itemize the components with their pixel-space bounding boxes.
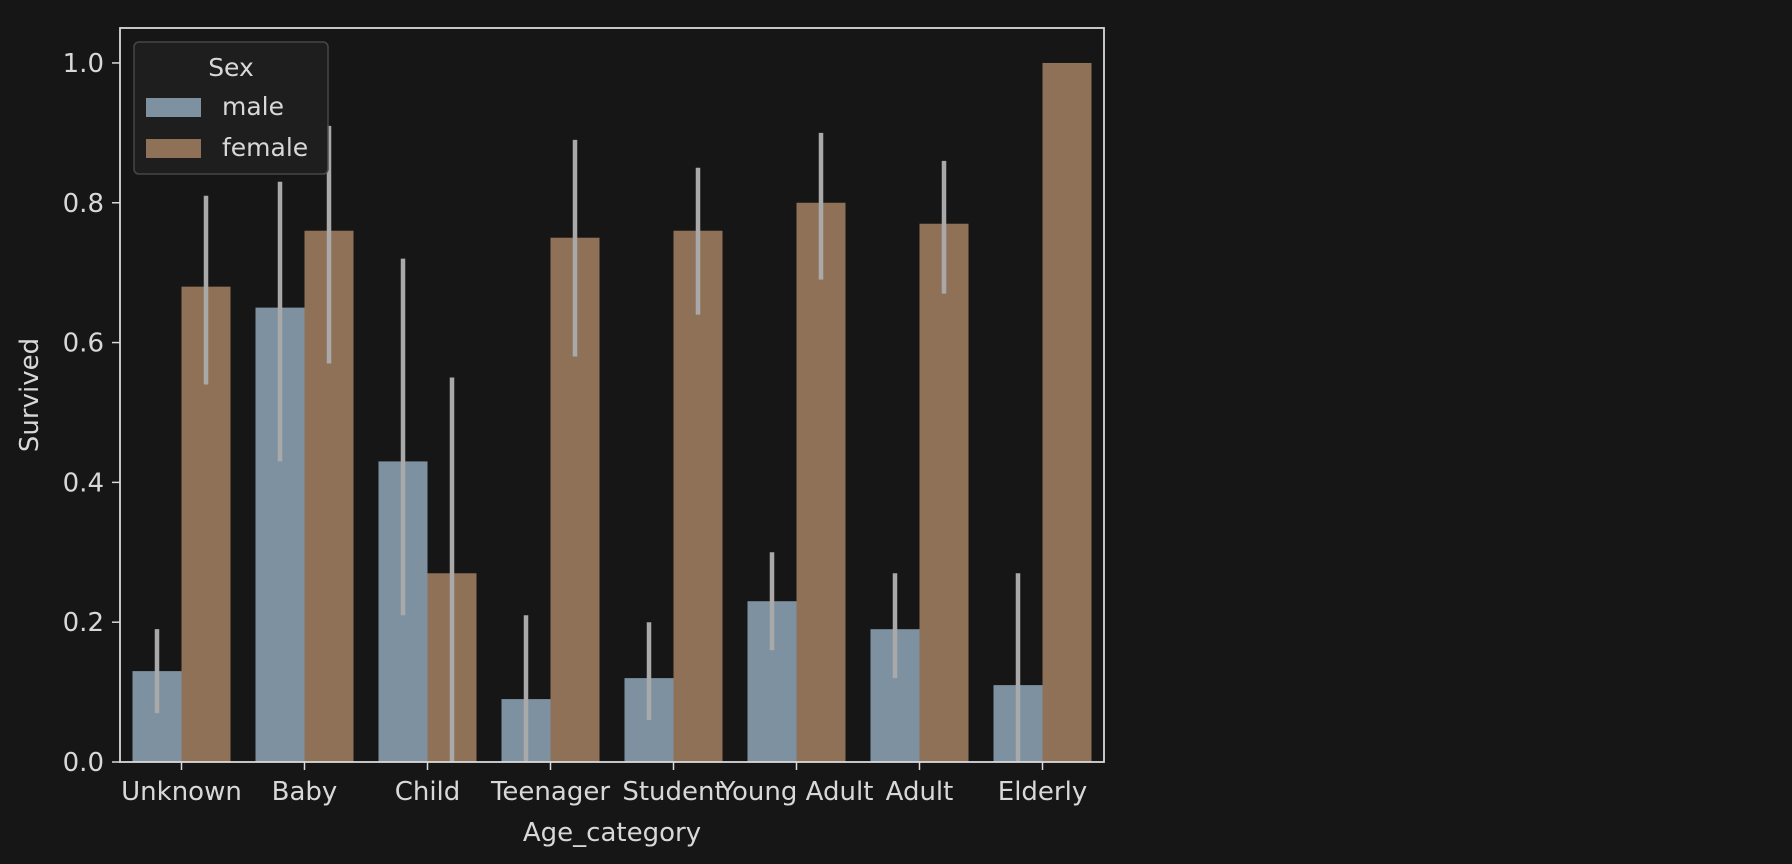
x-tick-label: Teenager — [490, 777, 610, 807]
legend-swatch-female — [146, 139, 201, 158]
legend-label-female: female — [222, 133, 308, 162]
y-tick-label: 0.2 — [63, 608, 104, 638]
plot-frame — [119, 27, 1105, 763]
bar-female-elderly — [1042, 62, 1092, 762]
x-tick-label: Unknown — [121, 777, 242, 807]
y-axis-label: Survived — [15, 338, 45, 452]
y-tick-label: 0.8 — [63, 189, 104, 219]
y-tick-label: 0.6 — [63, 329, 104, 359]
y-tick-label: 0.0 — [63, 748, 104, 778]
bars-layer — [132, 62, 1092, 762]
legend-label-male: male — [222, 92, 284, 121]
bar-female-adult — [919, 223, 969, 762]
y-tick-label: 0.4 — [63, 468, 104, 498]
legend-title: Sex — [208, 53, 254, 82]
x-tick-label: Baby — [272, 777, 338, 807]
error-bars-layer — [154, 125, 1021, 762]
x-axis-label: Age_category — [523, 818, 701, 848]
legend: Sex male female — [133, 41, 329, 175]
y-tick-label: 1.0 — [63, 49, 104, 79]
legend-swatch-male — [146, 98, 201, 117]
bar-female-young-adult — [796, 202, 846, 762]
bar-female-student — [673, 230, 723, 762]
x-tick-label: Young Adult — [719, 777, 874, 807]
x-tick-label: Child — [395, 777, 461, 807]
x-tick-label: Elderly — [998, 777, 1087, 807]
x-tick-label: Adult — [886, 777, 954, 807]
x-tick-label: Student — [622, 777, 724, 807]
